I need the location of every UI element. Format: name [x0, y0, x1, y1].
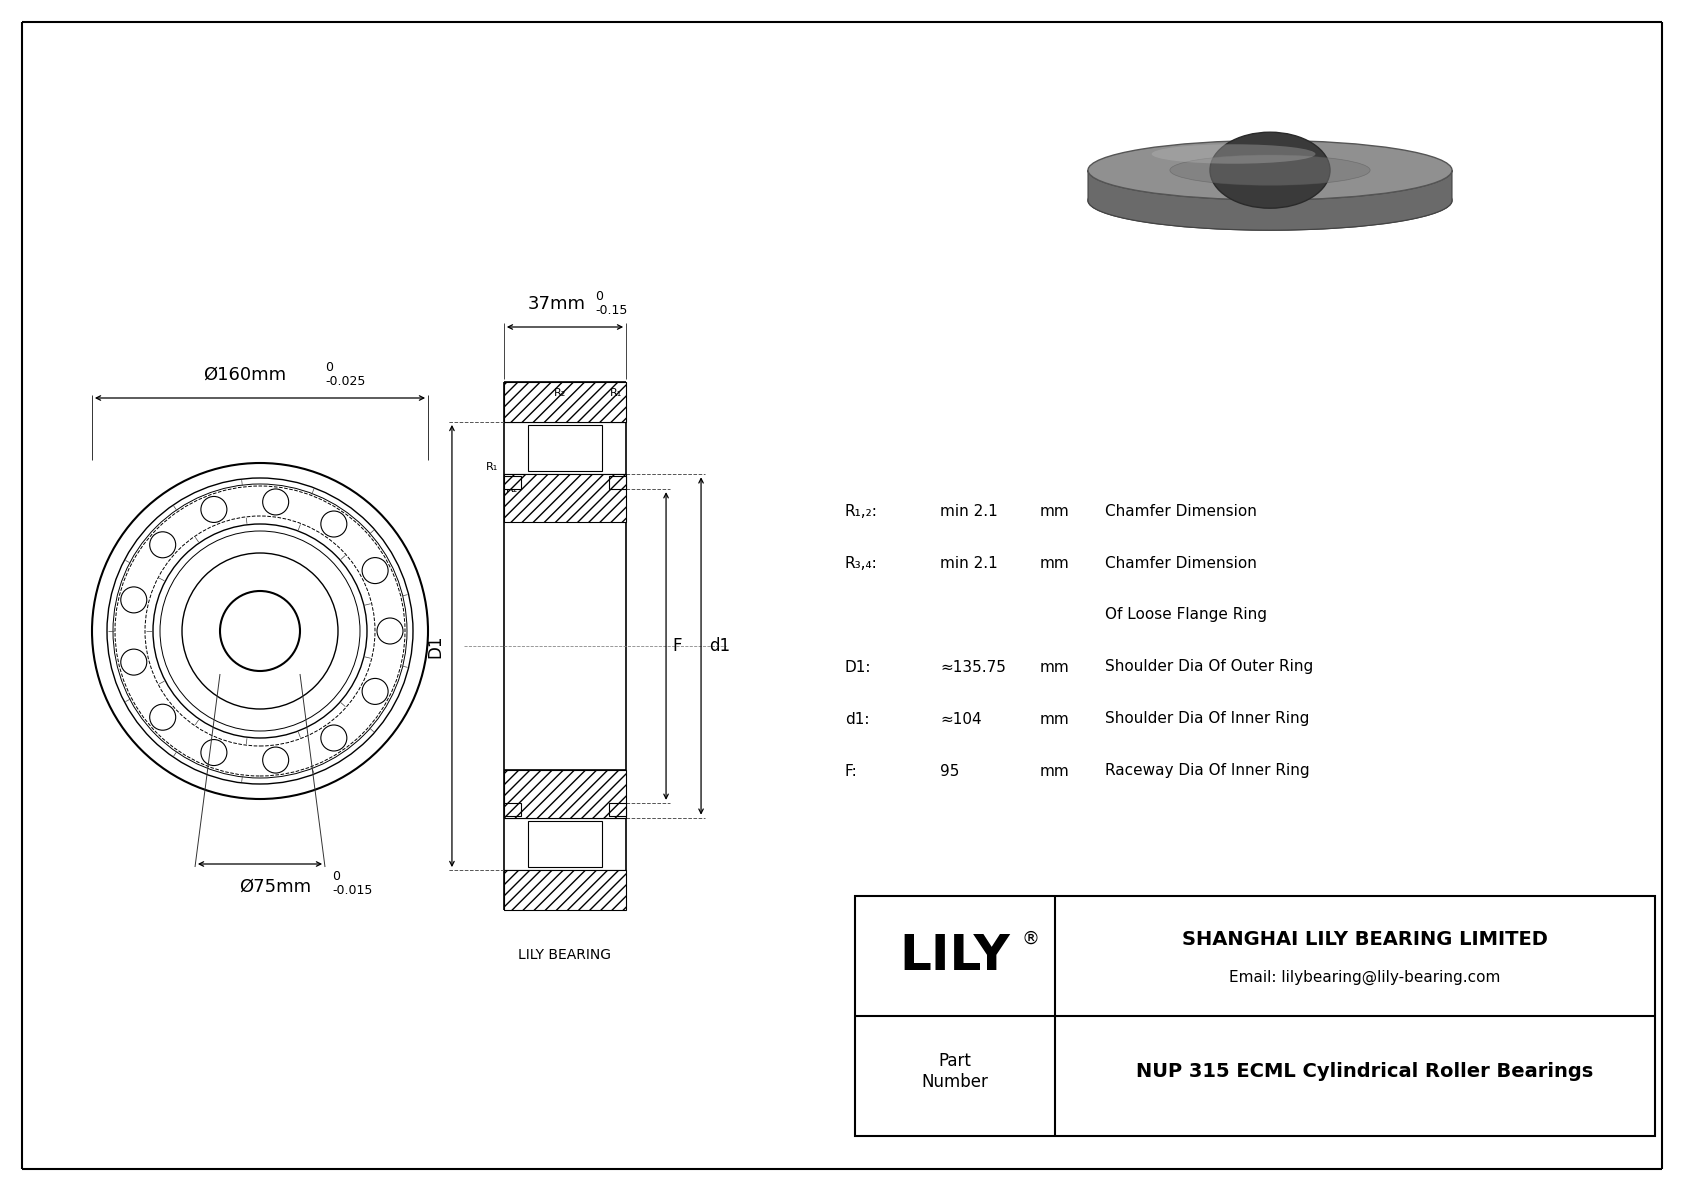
Text: R₂: R₂ — [554, 388, 566, 398]
Ellipse shape — [1088, 170, 1452, 230]
Text: mm: mm — [1041, 711, 1069, 727]
Text: Email: lilybearing@lily-bearing.com: Email: lilybearing@lily-bearing.com — [1229, 969, 1500, 985]
Ellipse shape — [1211, 132, 1330, 208]
Text: Of Loose Flange Ring: Of Loose Flange Ring — [1105, 607, 1266, 623]
Text: -0.025: -0.025 — [325, 375, 365, 388]
Text: Shoulder Dia Of Inner Ring: Shoulder Dia Of Inner Ring — [1105, 711, 1310, 727]
Text: R₁: R₁ — [485, 462, 498, 473]
Text: ®: ® — [1021, 930, 1039, 948]
Text: Ø160mm: Ø160mm — [204, 366, 286, 384]
Text: 0: 0 — [325, 361, 333, 374]
Text: R₄: R₄ — [505, 805, 519, 816]
Text: mm: mm — [1041, 555, 1069, 570]
Text: R₃,₄:: R₃,₄: — [845, 555, 877, 570]
Text: F: F — [672, 637, 682, 655]
Text: R₃: R₃ — [611, 805, 625, 816]
Text: mm: mm — [1041, 763, 1069, 779]
Bar — [529, 821, 601, 867]
Bar — [504, 803, 520, 816]
Text: Chamfer Dimension: Chamfer Dimension — [1105, 555, 1256, 570]
Bar — [610, 475, 626, 490]
Text: d1:: d1: — [845, 711, 869, 727]
Text: Shoulder Dia Of Outer Ring: Shoulder Dia Of Outer Ring — [1105, 660, 1314, 674]
Text: 37mm: 37mm — [529, 295, 586, 313]
Ellipse shape — [1088, 141, 1452, 200]
Bar — [610, 803, 626, 816]
Text: Chamfer Dimension: Chamfer Dimension — [1105, 504, 1256, 518]
Text: ≈135.75: ≈135.75 — [940, 660, 1005, 674]
Text: LILY: LILY — [899, 933, 1010, 980]
Bar — [504, 475, 520, 490]
Bar — [504, 382, 626, 422]
Bar — [504, 474, 626, 522]
Bar — [504, 869, 626, 910]
Text: LILY BEARING: LILY BEARING — [519, 948, 611, 962]
Bar — [504, 769, 626, 817]
Text: -0.15: -0.15 — [594, 304, 628, 317]
Text: F:: F: — [845, 763, 857, 779]
Text: mm: mm — [1041, 660, 1069, 674]
Text: R₂: R₂ — [505, 485, 519, 494]
Bar — [855, 896, 1655, 1136]
Text: min 2.1: min 2.1 — [940, 555, 997, 570]
Text: R₁: R₁ — [610, 388, 621, 398]
Text: 0: 0 — [332, 869, 340, 883]
Text: -0.015: -0.015 — [332, 884, 372, 897]
Ellipse shape — [1170, 155, 1371, 186]
Text: R₁,₂:: R₁,₂: — [845, 504, 877, 518]
Ellipse shape — [1152, 144, 1315, 163]
Text: min 2.1: min 2.1 — [940, 504, 997, 518]
Text: D1: D1 — [426, 635, 445, 657]
Text: Ø75mm: Ø75mm — [239, 878, 312, 896]
Text: D1:: D1: — [845, 660, 872, 674]
Text: SHANGHAI LILY BEARING LIMITED: SHANGHAI LILY BEARING LIMITED — [1182, 930, 1548, 949]
Text: Raceway Dia Of Inner Ring: Raceway Dia Of Inner Ring — [1105, 763, 1310, 779]
Text: Part
Number: Part Number — [921, 1052, 989, 1091]
Text: 0: 0 — [594, 289, 603, 303]
Text: 95: 95 — [940, 763, 960, 779]
Bar — [529, 425, 601, 472]
Text: mm: mm — [1041, 504, 1069, 518]
Text: d1: d1 — [709, 637, 731, 655]
Text: NUP 315 ECML Cylindrical Roller Bearings: NUP 315 ECML Cylindrical Roller Bearings — [1137, 1061, 1593, 1080]
PathPatch shape — [1088, 170, 1452, 230]
Text: ≈104: ≈104 — [940, 711, 982, 727]
